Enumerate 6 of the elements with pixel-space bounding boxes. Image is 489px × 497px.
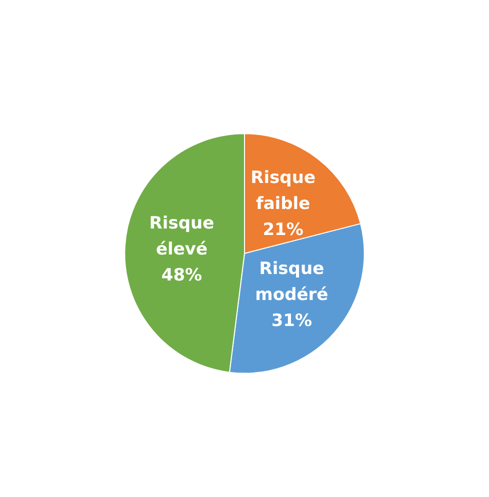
data-label: 21% xyxy=(262,220,304,240)
data-label: 31% xyxy=(271,311,312,332)
slice-label: Risque faible xyxy=(250,168,316,214)
slice-label: Risque modéré xyxy=(255,259,328,306)
slice-label: Risque élevé xyxy=(149,214,214,260)
data-label: 48% xyxy=(161,266,202,286)
